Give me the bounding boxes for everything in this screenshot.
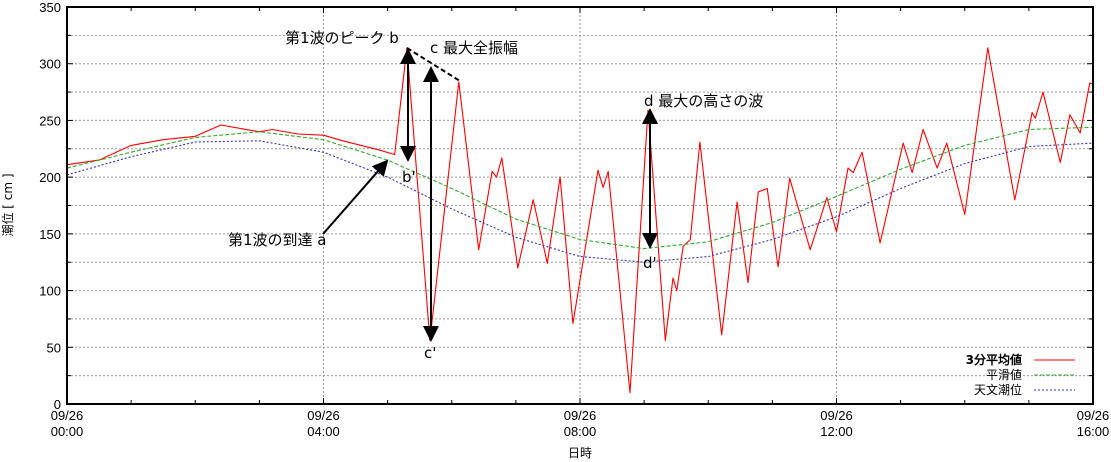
y-tick-label: 150	[39, 227, 61, 242]
arrow-a	[322, 159, 389, 235]
annotation-b: 第1波のピーク b	[285, 29, 399, 47]
y-tick-label: 200	[39, 170, 61, 185]
x-tick-date: 09/26	[51, 408, 84, 423]
annotation-c-prime: c'	[424, 344, 436, 362]
x-tick-date: 09/26	[820, 408, 853, 423]
annotation-b-prime: b'	[402, 168, 416, 186]
annotation-c: c 最大全振幅	[430, 39, 518, 57]
x-tick-time: 00:00	[51, 424, 84, 439]
x-tick-time: 16:00	[1077, 424, 1110, 439]
dashed-line-c	[406, 47, 461, 82]
x-tick-date: 09/26	[564, 408, 597, 423]
series-layer	[66, 47, 1094, 394]
legend-label: 3分平均値	[966, 352, 1022, 367]
y-tick-label: 0	[54, 397, 61, 412]
legend-label: 天文潮位	[974, 382, 1022, 397]
axes: 05010015020025030035009/2600:0009/2604:0…	[39, 0, 1109, 439]
x-tick-time: 04:00	[307, 424, 340, 439]
series-line-0	[66, 47, 1094, 394]
x-tick-date: 09/26	[1077, 408, 1110, 423]
grid	[67, 7, 1093, 404]
x-tick-time: 12:00	[820, 424, 853, 439]
x-tick-date: 09/26	[307, 408, 340, 423]
y-tick-label: 350	[39, 0, 61, 15]
y-tick-label: 100	[39, 284, 61, 299]
y-axis-label: 潮位 [ cm ]	[0, 173, 15, 236]
annotation-d: d 最大の高さの波	[644, 92, 763, 110]
x-axis-label: 日時	[568, 446, 592, 460]
x-tick-time: 08:00	[564, 424, 597, 439]
legend-label: 平滑値	[986, 367, 1022, 382]
annotation-a: 第1波の到達 a	[228, 231, 327, 249]
annotation-d-prime: d'	[643, 254, 657, 272]
series-line-1	[66, 126, 1094, 250]
y-tick-label: 300	[39, 57, 61, 72]
y-tick-label: 250	[39, 113, 61, 128]
y-tick-label: 50	[47, 340, 61, 355]
